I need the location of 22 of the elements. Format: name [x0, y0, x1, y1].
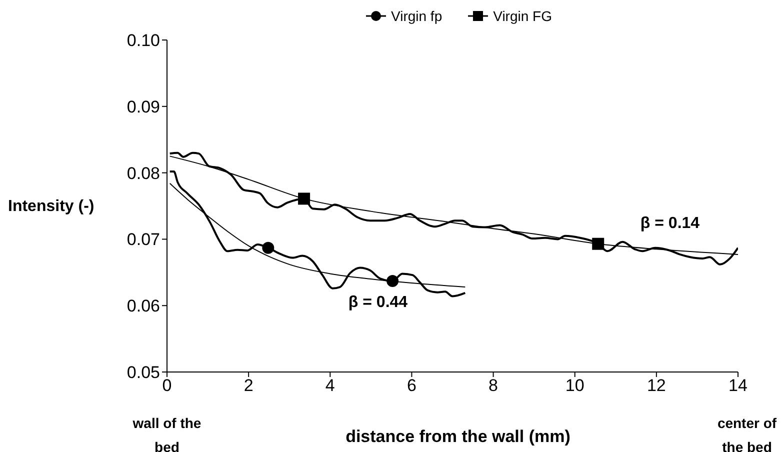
- x-tick-label: 10: [565, 376, 584, 396]
- x-tick-label: 0: [162, 376, 172, 396]
- x-tick-label: 2: [244, 376, 254, 396]
- annotation: β = 0.14: [639, 215, 701, 233]
- legend-label: Virgin fp: [390, 8, 442, 24]
- text: wall of the bed: [132, 414, 202, 452]
- y-tick-label: 0.06: [126, 296, 160, 316]
- x-tick-label: 4: [325, 376, 335, 396]
- x-tick-label: 12: [646, 376, 666, 396]
- legend-label: Virgin FG: [492, 8, 552, 24]
- text: center of the bed: [716, 414, 778, 452]
- x-axis-title: distance from the wall (mm): [344, 427, 572, 447]
- annotation: β = 0.44: [347, 294, 409, 312]
- y-tick-label: 0.10: [126, 31, 160, 50]
- y-tick-label: 0.05: [126, 363, 160, 382]
- y-tick-label: 0.07: [126, 230, 160, 250]
- y-axis-title: Intensity (-): [8, 198, 94, 216]
- x-tick-label: 8: [488, 376, 498, 396]
- y-tick-label: 0.09: [126, 97, 160, 116]
- x-tick-label: 14: [728, 376, 748, 396]
- x-tick-label: 6: [406, 376, 416, 396]
- y-tick-label: 0.08: [126, 164, 160, 183]
